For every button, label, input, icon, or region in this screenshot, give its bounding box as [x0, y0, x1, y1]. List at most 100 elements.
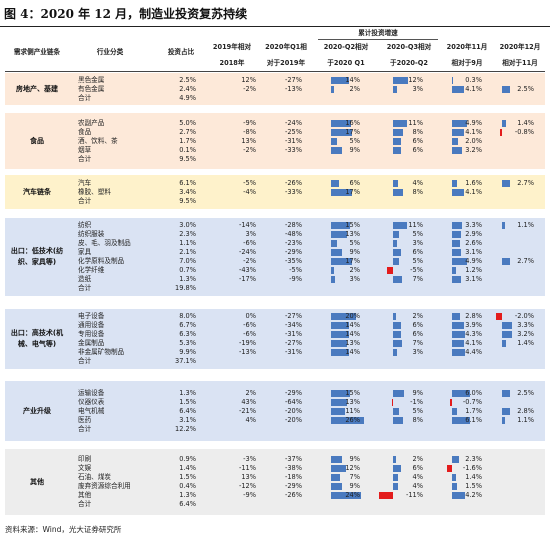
share-cell: 3.0% [179, 221, 196, 229]
q1-cell: -29% [284, 248, 302, 256]
nov-cell: 3.2% [465, 145, 482, 154]
bar-nov [452, 146, 462, 154]
bar-q3 [393, 483, 398, 490]
table-row: 有色金属 2.4% -2% -13% 2% 3% 4.1% 2.5% [0, 85, 550, 94]
y19-cell: -4% [243, 187, 256, 196]
bar-q2 [331, 222, 350, 229]
q2-cell: 26% [345, 415, 360, 424]
q1-cell: -37% [284, 455, 302, 463]
y19-cell: 4% [245, 415, 256, 424]
bar-nov [452, 492, 465, 499]
bar-q3 [393, 85, 397, 93]
industry-cell: 文娱 [78, 464, 92, 472]
share-cell: 0.4% [179, 482, 196, 490]
bar-q3 [393, 322, 401, 329]
share-cell: 2.7% [179, 127, 196, 136]
share-cell: 9.5% [179, 196, 196, 205]
bar-dec [502, 340, 507, 347]
bar-q2 [331, 398, 348, 406]
q2-cell: 13% [345, 397, 360, 406]
share-cell: 6.4% [179, 406, 196, 415]
bar-nov [452, 179, 457, 187]
nov-cell: -1.6% [462, 464, 482, 472]
q1-cell: -33% [284, 145, 302, 154]
header-col-q3: 2020-Q3相对 于2020-Q2 [378, 43, 440, 68]
y19-cell: -14% [238, 221, 256, 229]
bar-nov [452, 474, 457, 481]
bar-q2 [331, 267, 334, 274]
bar-q3 [393, 313, 396, 320]
bar-q3 [393, 258, 400, 265]
bar-q2 [331, 322, 349, 329]
share-cell: 5.0% [179, 118, 196, 127]
q1-cell: -25% [284, 127, 302, 136]
q3-cell: 3% [412, 348, 423, 356]
bar-dec [502, 407, 511, 415]
bar-nov [452, 258, 467, 265]
q1-cell: -5% [289, 266, 302, 274]
bar-q2 [331, 474, 340, 481]
header-col-nov-line1: 2020年11月 [446, 43, 488, 51]
industry-cell: 烟草 [78, 145, 92, 154]
share-cell: 6.7% [179, 321, 196, 329]
bar-q2 [331, 137, 338, 145]
header-col-q1-line1: 2020年Q1相 [265, 43, 307, 51]
header-col-dec-line2: 相对于11月 [502, 59, 538, 67]
q2-cell: 5% [349, 239, 360, 247]
bar-q2 [331, 231, 348, 238]
bar-dec [502, 389, 510, 397]
y19-cell: -3% [243, 455, 256, 463]
nov-cell: 4.1% [465, 187, 482, 196]
industry-cell: 非金属矿物制品 [78, 348, 125, 356]
industry-cell: 金属制品 [78, 339, 105, 347]
table-row: 电气机械 6.4% -21% -20% 11% 5% 1.7% 2.8% [0, 407, 550, 416]
source-note: 资料来源：Wind，光大证券研究所 [5, 525, 122, 534]
nov-cell: 4.9% [465, 257, 482, 265]
dec-cell: 1.4% [517, 118, 534, 127]
bar-q2 [331, 188, 353, 196]
q2-cell: 20% [345, 312, 360, 320]
bar-dec [499, 128, 502, 136]
industry-cell: 纺织服装 [78, 230, 105, 238]
table-row: 专用设备 6.3% -6% -31% 14% 6% 4.3% 3.2% [0, 330, 550, 339]
bar-dec [496, 313, 502, 320]
y19-cell: -24% [238, 248, 256, 256]
header-col-q2-line1: 2020-Q2相对 [323, 43, 369, 51]
q3-cell: 2% [412, 312, 423, 320]
bar-q2 [331, 179, 339, 187]
q3-cell: 3% [412, 239, 423, 247]
q1-cell: -27% [284, 339, 302, 347]
bar-q3 [393, 456, 396, 463]
bar-nov [452, 85, 465, 93]
y19-cell: -9% [243, 118, 256, 127]
header-col-q2: 2020-Q2相对 于2020 Q1 [316, 43, 376, 68]
nov-cell: 2.6% [465, 239, 482, 247]
share-cell: 3.1% [179, 415, 196, 424]
nov-cell: 0.3% [465, 75, 482, 84]
q1-cell: -9% [289, 275, 302, 283]
q3-cell: -5% [410, 266, 423, 274]
dec-cell: 1.1% [517, 221, 534, 229]
header-col-q2-line2: 于2020 Q1 [327, 59, 365, 67]
header-share: 投资占比 [167, 48, 195, 56]
nov-cell: 1.6% [465, 178, 482, 187]
share-cell: 9.9% [179, 348, 196, 356]
industry-cell: 纺织 [78, 221, 92, 229]
q1-cell: -20% [284, 406, 302, 415]
industry-cell: 汽车 [78, 178, 92, 187]
bar-q3 [393, 188, 403, 196]
nov-cell: 3.3% [465, 221, 482, 229]
bar-q2 [331, 146, 343, 154]
q1-cell: -48% [284, 230, 302, 238]
bar-nov [447, 465, 452, 472]
q3-cell: -1% [410, 397, 423, 406]
bar-q3 [393, 407, 400, 415]
bar-q2 [331, 119, 351, 127]
bar-q3 [393, 331, 401, 338]
q2-cell: 17% [345, 187, 360, 196]
table-row: 合计 6.4% [0, 500, 550, 509]
group-label: 其他 [30, 477, 44, 486]
nov-cell: 4.1% [465, 339, 482, 347]
q1-cell: -29% [284, 388, 302, 397]
share-cell: 4.9% [179, 93, 196, 102]
